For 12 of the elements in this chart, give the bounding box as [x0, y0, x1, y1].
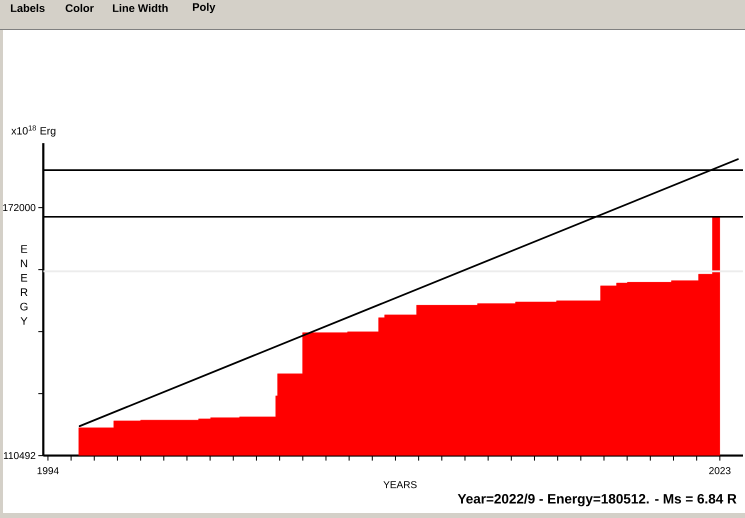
text: Color [66, 4, 94, 12]
text: Year=2022/9 - Energy=180512. - Ms = 6.84 R [458, 494, 736, 506]
x-tick-label: 1994 [38, 467, 59, 474]
y-tick-label: 172000 [3, 204, 36, 212]
text: Poly [192, 2, 216, 14]
x-axis-title: YEARS [383, 481, 417, 488]
text: Line Width [112, 4, 168, 12]
text: x10$^{18}$ Erg [11, 125, 56, 137]
y-tick-label: 110492 [4, 452, 36, 460]
x-tick-label: 2023 [709, 467, 731, 474]
y-axis-title: ENERGY [20, 245, 28, 325]
text: Labels [10, 4, 45, 12]
